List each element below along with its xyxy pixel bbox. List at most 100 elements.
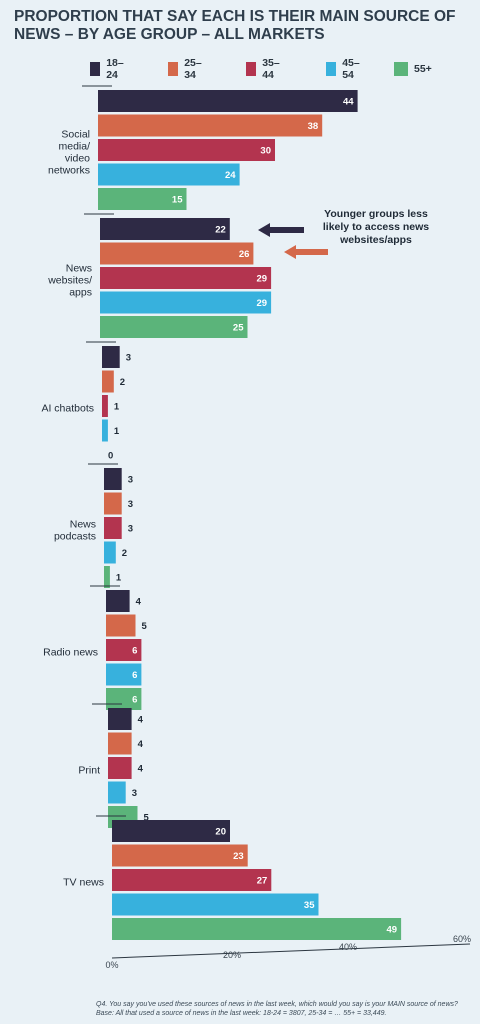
bar: [100, 242, 254, 265]
bar-value-label: 2: [120, 377, 125, 388]
category-label: AI chatbots: [41, 402, 94, 414]
bar: [104, 468, 122, 490]
bar-value-label: 4: [136, 597, 142, 608]
bar-value-label: 44: [343, 97, 354, 108]
bar-value-label: 3: [126, 353, 131, 364]
legend-item: 18–24: [90, 57, 128, 81]
bar: [106, 614, 136, 637]
bar-value-label: 15: [172, 195, 183, 206]
x-tick-label: 20%: [223, 950, 241, 960]
bar: [112, 820, 230, 842]
bar-value-label: 25: [233, 323, 244, 334]
bar-value-label: 1: [114, 402, 120, 413]
annotation-text: Younger groups less likely to access new…: [322, 208, 430, 246]
bar: [112, 918, 402, 940]
bar: [106, 663, 142, 686]
bar-value-label: 5: [144, 813, 150, 824]
legend-label: 55+: [414, 63, 432, 75]
legend-item: 25–34: [168, 57, 206, 81]
bar: [106, 590, 130, 612]
x-tick-label: 40%: [339, 942, 357, 952]
legend-swatch: [90, 62, 101, 76]
legend-swatch: [394, 62, 408, 76]
legend-swatch: [326, 62, 337, 76]
bar-value-label: 29: [257, 298, 268, 309]
bar: [104, 566, 110, 588]
bar-value-label: 4: [138, 739, 144, 750]
bar: [98, 90, 358, 112]
bar-value-label: 0: [108, 451, 113, 462]
bar-value-label: 24: [225, 170, 236, 181]
category-label: Radio news: [43, 646, 98, 658]
category-label: podcasts: [54, 530, 96, 542]
bar: [108, 708, 132, 730]
legend-item: 35–44: [246, 57, 284, 81]
bar: [102, 346, 120, 368]
bar: [98, 139, 275, 161]
bar-value-label: 3: [132, 788, 137, 799]
bar: [112, 844, 248, 867]
legend-label: 25–34: [184, 57, 202, 81]
bar: [100, 291, 272, 314]
bar-value-label: 3: [128, 524, 133, 535]
bar: [100, 267, 272, 289]
bar-value-label: 35: [304, 900, 315, 911]
x-tick-label: 0%: [105, 960, 118, 970]
category-label: media/: [58, 140, 90, 152]
x-axis-line: [111, 943, 471, 959]
bar: [104, 517, 122, 539]
x-tick-label: 60%: [453, 934, 471, 944]
bar: [108, 757, 132, 779]
bar-value-label: 6: [132, 695, 137, 706]
bar: [104, 492, 122, 515]
bar-value-label: 1: [114, 426, 120, 437]
bar-value-label: 29: [257, 274, 268, 285]
bar-value-label: 23: [233, 851, 244, 862]
bar-value-label: 26: [239, 249, 250, 260]
bar-value-label: 30: [260, 146, 271, 157]
bar-value-label: 6: [132, 670, 137, 681]
category-label: News: [66, 262, 92, 274]
bar: [112, 869, 272, 891]
legend-item: 55+: [394, 60, 432, 78]
bar: [100, 316, 248, 338]
red-arrow-icon: [284, 245, 328, 259]
category-label: Print: [78, 764, 100, 776]
legend-label: 45–54: [342, 57, 360, 81]
category-label: TV news: [63, 876, 104, 888]
bar: [98, 188, 187, 210]
legend-swatch: [168, 62, 179, 76]
bar-value-label: 4: [138, 715, 144, 726]
bar-value-label: 1: [116, 573, 122, 584]
category-label: networks: [48, 164, 90, 176]
bar: [98, 114, 323, 137]
legend-label: 18–24: [106, 57, 124, 81]
bar-value-label: 38: [308, 121, 319, 132]
bar-value-label: 2: [122, 548, 127, 559]
bar-value-label: 22: [215, 225, 226, 236]
bar: [98, 163, 240, 186]
footnote: Q4. You say you've used these sources of…: [96, 1001, 458, 1017]
category-label: websites/: [47, 274, 92, 286]
bar-value-label: 3: [128, 499, 133, 510]
bar-value-label: 20: [215, 827, 226, 838]
bar: [108, 732, 132, 755]
category-label: News: [70, 518, 96, 530]
category-label: Social: [61, 128, 90, 140]
bar: [100, 218, 230, 240]
bar-value-label: 6: [132, 646, 137, 657]
bar-value-label: 5: [142, 621, 148, 632]
category-label: video: [65, 152, 90, 164]
bar: [112, 893, 319, 916]
bar: [102, 370, 114, 393]
bar: [106, 639, 142, 661]
bar-value-label: 3: [128, 475, 133, 486]
bar: [102, 419, 108, 442]
chart-title: PROPORTION THAT SAY EACH IS THEIR MAIN S…: [14, 8, 456, 43]
bar-value-label: 49: [387, 925, 398, 936]
bar: [108, 781, 126, 804]
legend-item: 45–54: [326, 57, 364, 81]
category-label: apps: [69, 286, 92, 298]
